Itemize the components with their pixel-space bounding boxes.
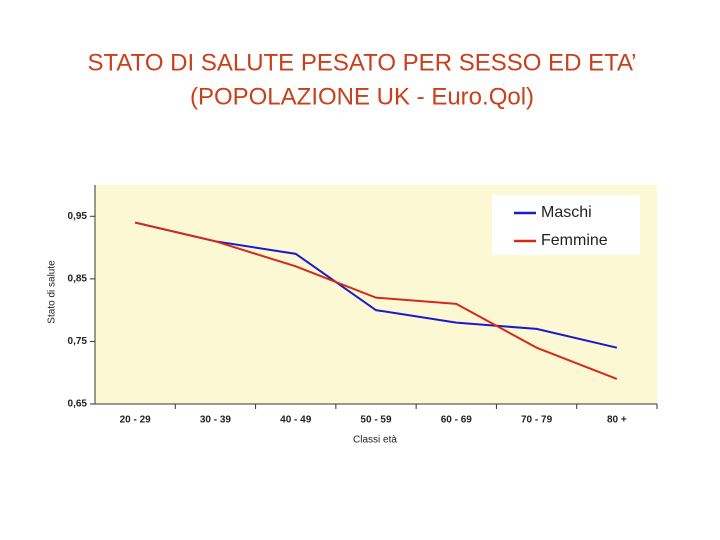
legend-label: Femmine [541,232,608,249]
chart-title: (POPOLAZIONE UK - Euro.Qol) [190,83,534,110]
legend-box [492,195,640,255]
x-tick-label: 70 - 79 [521,415,553,426]
y-axis-label: Stato di salute [47,260,58,324]
x-tick-label: 80 + [607,415,627,426]
line [134,221,618,380]
y-tick-label: 0,85 [68,273,88,284]
y-tick-label: 0,95 [68,211,88,222]
chart-title: STATO DI SALUTE PESATO PER SESSO ED ETA’ [87,49,636,76]
x-tick-label: 50 - 59 [360,415,392,426]
legend-label: Maschi [541,204,592,221]
x-tick-label: 20 - 29 [120,415,152,426]
x-tick-label: 60 - 69 [441,415,473,426]
x-tick-label: 40 - 49 [280,415,312,426]
y-tick-label: 0,75 [68,336,88,347]
x-axis-label: Classi età [353,435,397,446]
x-tick-label: 30 - 39 [200,415,232,426]
y-tick-label: 0,65 [68,399,88,410]
